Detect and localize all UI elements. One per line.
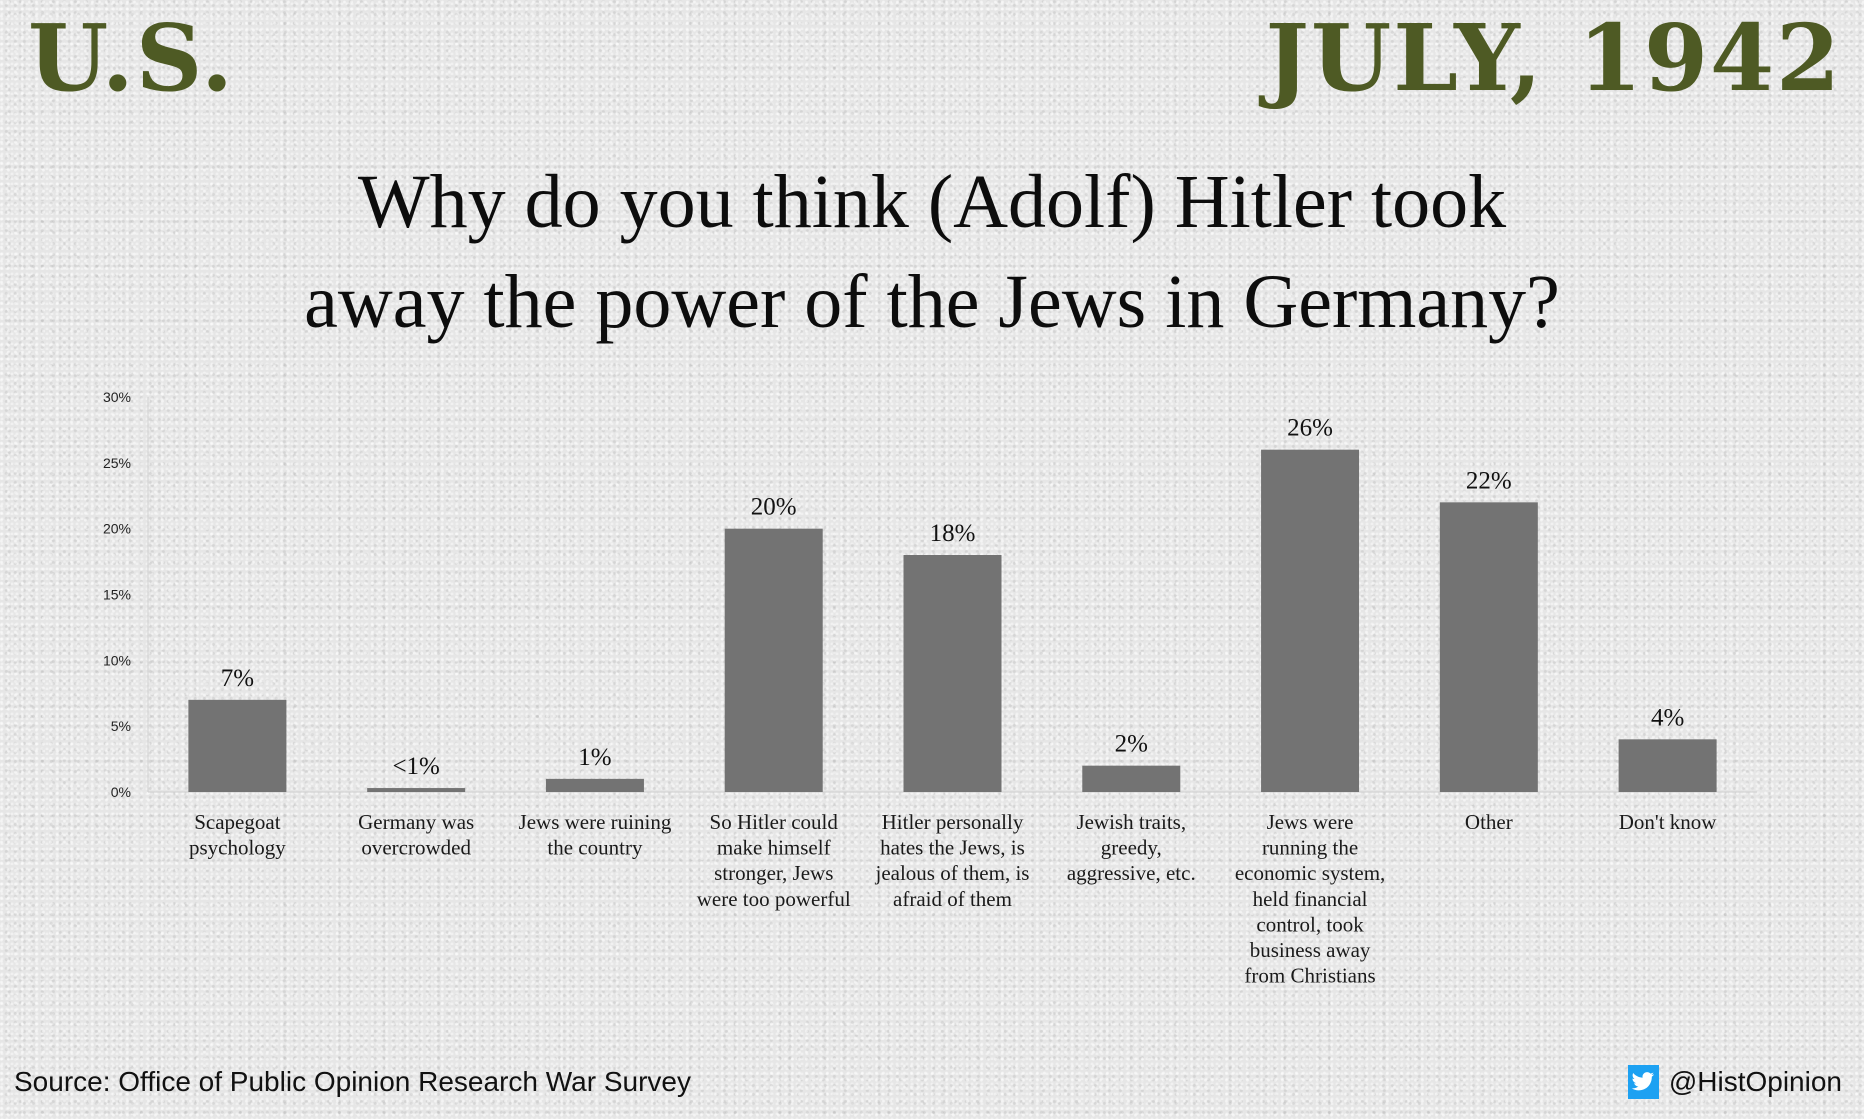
category-label-line: afraid of them xyxy=(893,887,1012,911)
category-label-line: control, took xyxy=(1256,912,1364,936)
bar xyxy=(188,699,287,792)
chart-title-line-1: Why do you think (Adolf) Hitler took xyxy=(357,160,1507,244)
category-label: So Hitler could make himself stronger, Jew… xyxy=(697,810,851,911)
category-label: Scapegoat psychology xyxy=(189,810,286,860)
country-heading: U.S. xyxy=(28,4,236,112)
category-label-line: Germany was xyxy=(358,810,474,834)
bar xyxy=(1261,449,1360,792)
bar xyxy=(1618,739,1717,792)
category-label-line: Hitler personally xyxy=(882,810,1024,834)
category-label-line: stronger, Jews xyxy=(714,861,833,885)
category-label-line: the country xyxy=(547,836,643,860)
y-tick-label: 0% xyxy=(111,784,131,800)
twitter-bird-icon xyxy=(1627,1065,1659,1099)
category-label-line: greedy, xyxy=(1101,836,1162,860)
category-label: Jews were ruining the country xyxy=(519,810,672,860)
category-label-line: from Christians xyxy=(1244,964,1375,988)
category-label: Germany was overcrowded xyxy=(358,810,474,860)
category-label-line: Jewish traits, xyxy=(1076,810,1186,834)
category-label-line: Jews were ruining xyxy=(519,810,672,834)
data-label: 7% xyxy=(221,665,254,692)
category-labels: Scapegoat psychology Germany was overcrowde… xyxy=(189,810,1717,988)
bar xyxy=(1439,502,1538,792)
category-label-line: aggressive, etc. xyxy=(1067,861,1196,885)
twitter-handle-text: @HistOpinion xyxy=(1668,1066,1842,1097)
bar xyxy=(545,778,644,792)
category-label-line: psychology xyxy=(189,836,286,860)
bar xyxy=(903,555,1002,792)
y-tick-label: 15% xyxy=(103,587,131,603)
y-tick-label: 30% xyxy=(103,389,131,405)
bar xyxy=(1082,765,1181,792)
category-label-line: Jews were xyxy=(1267,810,1354,834)
y-tick-label: 10% xyxy=(103,652,131,668)
bar xyxy=(367,788,466,792)
category-label-line: held financial xyxy=(1253,887,1368,911)
chart-title-line-2: away the power of the Jews in Germany? xyxy=(304,260,1560,344)
category-label: Don't know xyxy=(1619,810,1718,834)
category-label: Hitler personally hates the Jews, is jealo… xyxy=(875,810,1030,911)
category-label-line: business away xyxy=(1250,938,1371,962)
data-label: 20% xyxy=(751,494,797,521)
category-label-line: overcrowded xyxy=(361,836,471,860)
bar xyxy=(724,528,823,792)
category-label-line: running the xyxy=(1262,836,1358,860)
data-labels: 7% <1% 1% 20% 18% 2% 26% 22% 4% xyxy=(221,415,1685,780)
category-label: Other xyxy=(1465,810,1513,834)
bar-chart: 0% 5% 10% 15% 20% 25% 30% 7% <1% 1% 20% 18% 2% 26% 22… xyxy=(103,389,1757,988)
category-label-line: So Hitler could xyxy=(710,810,839,834)
data-label: 26% xyxy=(1287,415,1333,442)
data-label: 4% xyxy=(1651,704,1684,731)
category-label-line: hates the Jews, is xyxy=(880,836,1025,860)
y-tick-label: 25% xyxy=(103,455,131,471)
category-label-line: Other xyxy=(1465,810,1513,834)
y-tick-label: 5% xyxy=(111,718,131,734)
category-label-line: economic system, xyxy=(1235,861,1385,885)
data-label: 1% xyxy=(578,744,611,771)
date-heading: JULY, 1942 xyxy=(1265,4,1842,112)
category-label-line: make himself xyxy=(717,836,831,860)
category-label: Jews were running the economic system, held… xyxy=(1235,810,1385,988)
category-label-line: jealous of them, is xyxy=(875,861,1030,885)
data-label: 18% xyxy=(930,520,976,547)
y-tick-label: 20% xyxy=(103,521,131,537)
source-note: Source: Office of Public Opinion Researc… xyxy=(14,1066,691,1097)
y-tick-labels: 0% 5% 10% 15% 20% 25% 30% xyxy=(103,389,131,800)
data-label: <1% xyxy=(392,753,439,780)
data-label: 22% xyxy=(1466,467,1512,494)
category-label-line: were too powerful xyxy=(697,887,851,911)
twitter-handle[interactable]: @HistOpinion xyxy=(1627,1062,1842,1102)
bars xyxy=(188,449,1717,792)
category-label: Jewish traits, greedy, aggressive, etc. xyxy=(1067,810,1196,885)
category-label-line: Scapegoat xyxy=(194,810,280,834)
category-label-line: Don't know xyxy=(1619,810,1718,834)
data-label: 2% xyxy=(1115,731,1148,758)
